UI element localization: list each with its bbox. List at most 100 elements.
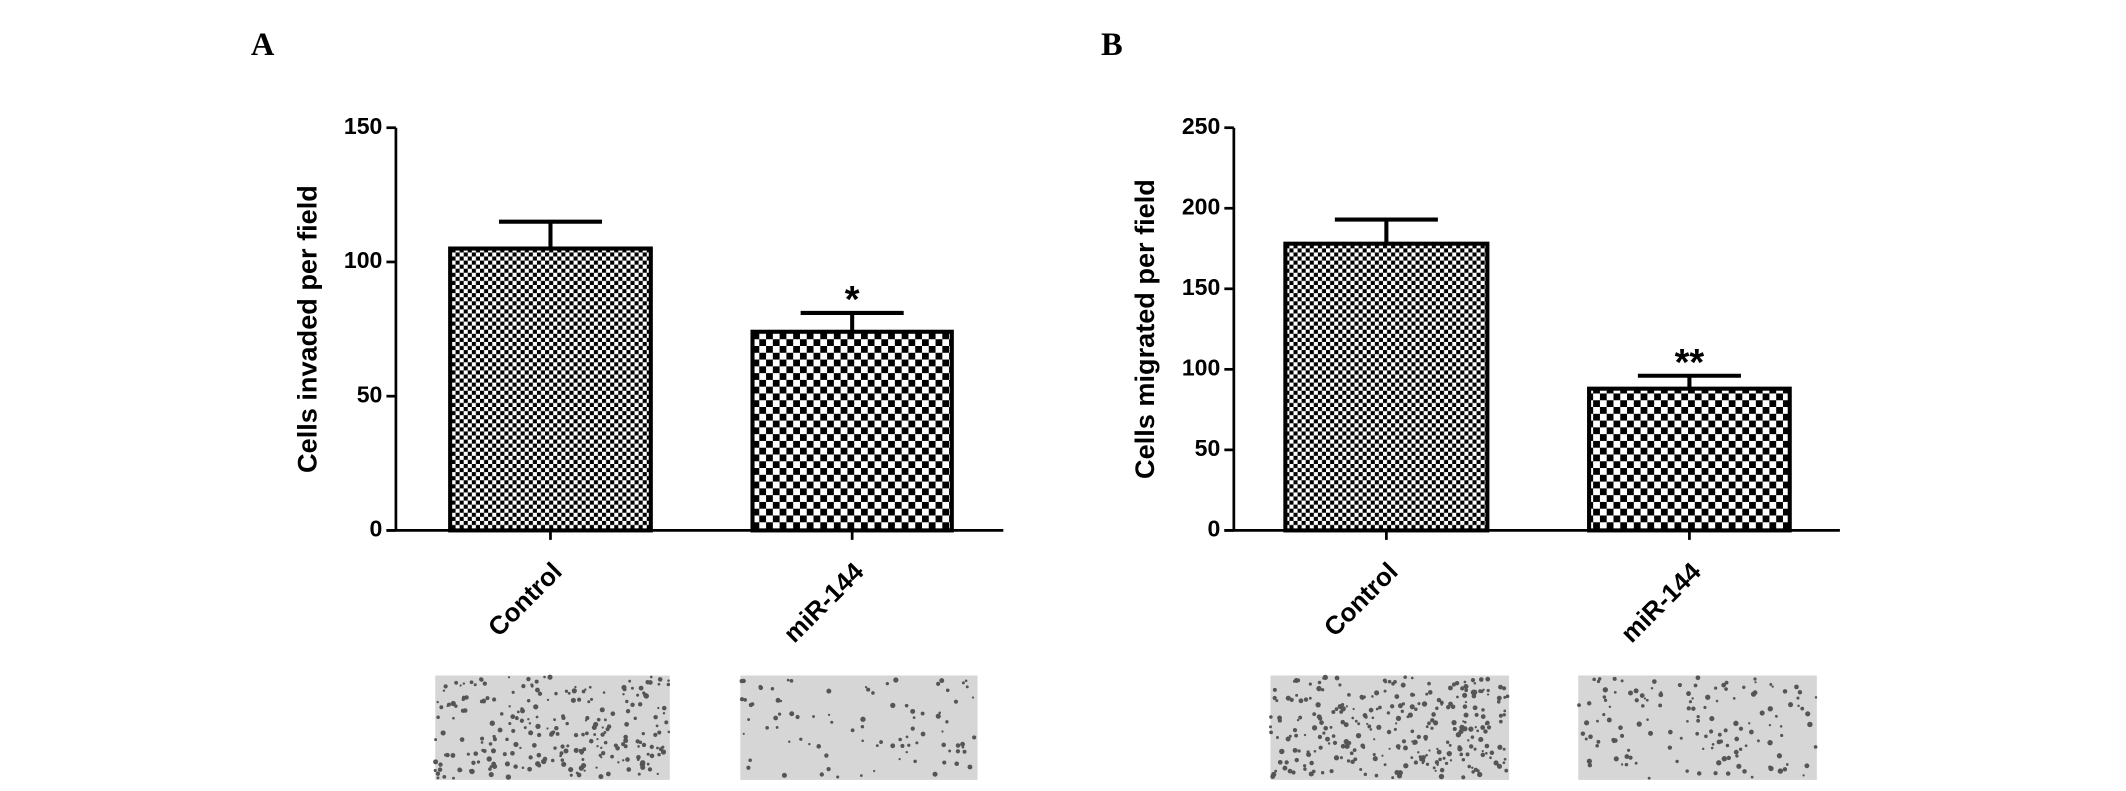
cell xyxy=(1603,698,1608,702)
cell xyxy=(1315,702,1321,708)
cell xyxy=(1715,699,1719,703)
cell xyxy=(1724,680,1729,685)
cell xyxy=(1468,744,1474,749)
cell xyxy=(519,746,522,750)
cell xyxy=(459,684,462,687)
cell xyxy=(1753,677,1757,681)
cell xyxy=(1711,742,1715,746)
cell xyxy=(1403,745,1408,751)
cell xyxy=(972,735,977,740)
cell xyxy=(491,697,497,702)
cell xyxy=(1449,759,1453,762)
cell xyxy=(742,732,745,735)
cell xyxy=(1410,729,1415,734)
cell xyxy=(1479,689,1484,694)
cell xyxy=(913,759,917,764)
cell xyxy=(646,752,650,756)
cell xyxy=(1277,715,1282,721)
cell xyxy=(596,745,599,748)
cell xyxy=(559,754,563,758)
cell xyxy=(1320,771,1325,775)
cell xyxy=(574,685,577,689)
cell xyxy=(603,740,608,745)
cell xyxy=(1309,760,1314,766)
cell xyxy=(565,721,569,726)
cell xyxy=(566,744,570,748)
cell xyxy=(1425,753,1428,757)
cell xyxy=(1470,689,1477,696)
cell xyxy=(1472,705,1478,711)
cell xyxy=(1797,690,1803,695)
cell xyxy=(808,742,811,746)
cell xyxy=(1608,705,1612,709)
x-tick-label: Control xyxy=(483,558,568,643)
cell xyxy=(661,705,667,711)
cell xyxy=(1709,716,1715,722)
cell xyxy=(442,774,447,779)
cell xyxy=(1691,697,1694,700)
micrograph xyxy=(1577,675,1818,780)
cell xyxy=(1782,767,1788,772)
cell xyxy=(625,757,630,762)
cell xyxy=(893,677,899,683)
cell xyxy=(1748,722,1751,725)
cell xyxy=(1294,733,1299,738)
cell xyxy=(885,682,890,686)
cell xyxy=(541,758,547,765)
cell xyxy=(666,682,671,687)
cell xyxy=(490,748,496,754)
cell xyxy=(600,746,603,749)
cell xyxy=(513,764,518,769)
cell xyxy=(510,751,515,756)
cell xyxy=(1337,704,1343,710)
cell xyxy=(533,704,539,710)
cell xyxy=(1347,692,1351,697)
cell xyxy=(657,730,662,735)
cell xyxy=(1400,709,1404,713)
x-tick-label: miR-144 xyxy=(779,557,870,648)
cell xyxy=(1427,681,1431,686)
y-tick-label: 100 xyxy=(1182,354,1220,380)
cell xyxy=(1668,729,1673,735)
cell xyxy=(489,720,495,726)
cell xyxy=(653,732,658,738)
cell xyxy=(1480,725,1486,730)
cell xyxy=(480,741,484,744)
cell xyxy=(812,715,815,718)
cell xyxy=(1333,755,1340,761)
cell xyxy=(1734,736,1740,742)
cell xyxy=(1425,762,1430,766)
cell xyxy=(1696,771,1702,776)
cell xyxy=(1371,695,1374,698)
cell xyxy=(568,767,574,773)
cell xyxy=(920,711,925,716)
cell xyxy=(599,707,605,713)
cell xyxy=(1386,729,1392,735)
cell xyxy=(971,696,975,699)
cell xyxy=(523,726,527,730)
cell xyxy=(1412,693,1416,697)
cell xyxy=(1445,740,1450,744)
cell xyxy=(1808,722,1813,726)
cell xyxy=(535,723,541,730)
cell xyxy=(1717,732,1722,737)
cell xyxy=(1272,695,1277,701)
cell xyxy=(1633,688,1639,694)
cell xyxy=(1394,694,1400,699)
cell xyxy=(1282,765,1288,771)
cell xyxy=(636,754,641,760)
cell xyxy=(450,700,456,707)
cell xyxy=(537,691,543,696)
cell xyxy=(1503,695,1507,699)
cell xyxy=(850,728,855,733)
cell xyxy=(473,683,477,687)
significance: ** xyxy=(1675,342,1705,384)
cell xyxy=(1463,712,1469,718)
cell xyxy=(602,691,606,694)
cell xyxy=(1461,775,1466,780)
cell xyxy=(1586,758,1592,764)
cell xyxy=(576,772,582,778)
cell xyxy=(1430,718,1435,723)
cell xyxy=(864,685,868,689)
cell xyxy=(591,725,597,731)
